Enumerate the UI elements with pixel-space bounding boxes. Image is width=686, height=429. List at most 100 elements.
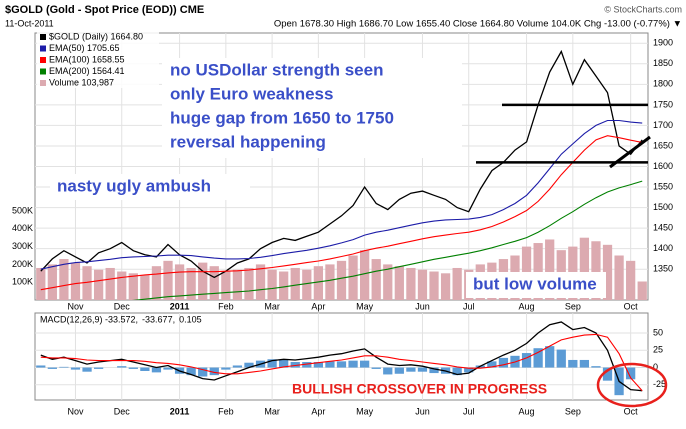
x-tick-label: May — [356, 301, 374, 311]
annotation-bg — [50, 174, 250, 200]
bar — [313, 362, 323, 368]
bar — [232, 365, 243, 368]
legend-swatch — [40, 57, 46, 63]
bar — [36, 365, 46, 368]
bar — [440, 273, 451, 300]
quote: Open 1678.30 High 1686.70 Low 1655.40 Cl… — [274, 19, 682, 30]
bar — [209, 367, 219, 376]
bar — [394, 367, 404, 374]
y-tick-label: 50 — [653, 327, 663, 337]
x-tick-label: Oct — [624, 301, 639, 311]
bar — [406, 367, 416, 372]
bar — [383, 367, 393, 375]
y2-tick-label: 500K — [12, 205, 33, 215]
bar — [302, 362, 312, 368]
y-tick-label: 1500 — [653, 202, 673, 212]
bar — [406, 267, 416, 300]
bar — [93, 269, 104, 300]
bar — [579, 359, 590, 368]
annotation: no USDollar strength seen — [170, 60, 383, 79]
bar — [429, 271, 439, 300]
bar — [93, 367, 104, 369]
annotation: but low volume — [473, 274, 597, 293]
bar — [140, 367, 150, 371]
bar — [614, 255, 624, 300]
bar — [198, 262, 208, 300]
bar — [209, 266, 219, 300]
legend-entry: EMA(50) 1705.65 — [49, 43, 120, 53]
bar — [186, 267, 196, 300]
bar — [591, 241, 601, 300]
bar — [279, 271, 289, 300]
line — [40, 321, 643, 392]
bar — [244, 267, 254, 300]
legend-entry: -33.677, — [142, 314, 175, 324]
bar — [117, 271, 127, 300]
bar — [487, 361, 497, 368]
x-tick-label: Apr — [311, 406, 325, 416]
y2-tick-label: 200K — [12, 259, 33, 269]
x-tick-label: Mar — [264, 406, 280, 416]
annotation: huge gap from 1650 to 1750 — [170, 108, 394, 127]
x-tick-label: Jun — [415, 406, 430, 416]
bar — [267, 269, 277, 300]
legend-swatch — [40, 80, 46, 86]
bar — [383, 264, 393, 300]
bar — [59, 259, 69, 300]
bar — [325, 264, 335, 300]
bar — [313, 266, 323, 300]
bar — [82, 367, 92, 372]
legend-box — [37, 31, 159, 88]
y-tick-label: 1700 — [653, 120, 673, 130]
bar — [140, 275, 150, 300]
y2-tick-label: 300K — [12, 241, 33, 251]
x-tick-label: Mar — [264, 301, 280, 311]
bar — [36, 267, 46, 300]
y-tick-label: 0 — [653, 362, 658, 372]
bar — [70, 367, 81, 370]
bar — [579, 237, 590, 300]
bar — [47, 367, 57, 369]
bar — [325, 361, 335, 368]
bar — [371, 367, 381, 369]
bar — [198, 367, 208, 377]
bar — [348, 255, 358, 300]
y2-tick-label: 100K — [12, 277, 33, 287]
bar — [336, 361, 347, 368]
bar — [417, 367, 428, 372]
x-tick-label: Nov — [67, 301, 84, 311]
x-tick-label: 2011 — [170, 406, 190, 416]
x-tick-label: Aug — [519, 301, 535, 311]
bar — [336, 260, 347, 300]
x-tick-label: Feb — [218, 301, 234, 311]
bar — [221, 367, 231, 370]
x-tick-label: Oct — [624, 406, 639, 416]
y-tick-label: -25 — [653, 379, 666, 389]
bar — [82, 266, 92, 300]
line — [40, 333, 643, 392]
y-tick-label: 1900 — [653, 38, 673, 48]
series-group — [36, 321, 647, 396]
legend-entry: Volume 103,987 — [49, 77, 114, 87]
bar — [70, 262, 81, 300]
bar — [626, 367, 636, 380]
x-tick-label: Dec — [114, 406, 131, 416]
bar — [545, 239, 555, 300]
x-tick-label: Sep — [565, 406, 581, 416]
bar — [244, 362, 254, 368]
bar — [174, 264, 185, 300]
bar — [47, 264, 57, 300]
bar — [429, 367, 439, 374]
bar — [498, 357, 509, 368]
bar — [360, 360, 370, 368]
annotation: only Euro weakness — [170, 84, 333, 103]
x-tick-label: Feb — [218, 406, 234, 416]
legend-swatch — [40, 68, 46, 75]
bar — [105, 267, 115, 300]
y-tick-label: 25 — [653, 345, 663, 355]
legend-entry: MACD(12,26,9) -33.572, — [40, 314, 138, 324]
bar — [545, 346, 555, 368]
x-tick-label: May — [356, 406, 374, 416]
bar — [452, 367, 462, 376]
